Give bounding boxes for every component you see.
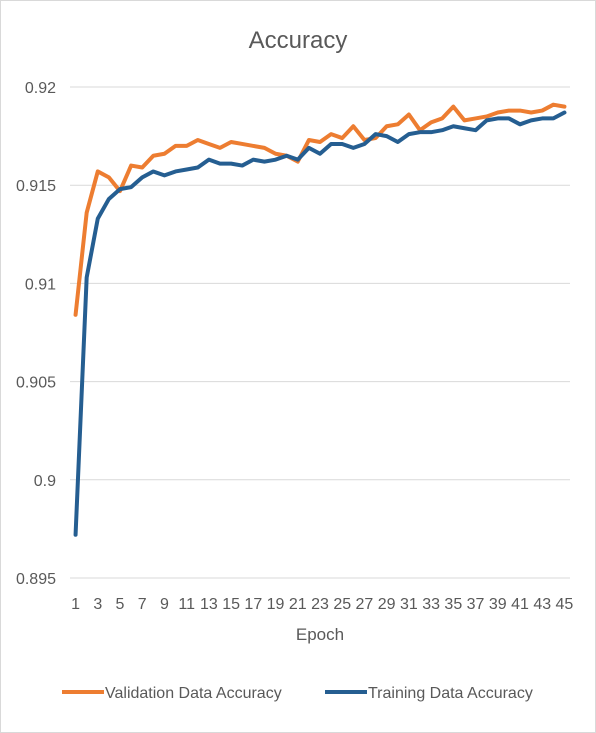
x-tick-label: 1 — [71, 596, 80, 613]
x-tick-label: 7 — [138, 596, 147, 613]
gridlines — [70, 86, 570, 579]
x-tick-label: 3 — [93, 596, 102, 613]
legend-entry: Training Data Accuracy — [325, 685, 533, 702]
chart-title: Accuracy — [249, 27, 348, 54]
x-tick-label: 13 — [200, 596, 218, 613]
x-tick-label: 43 — [533, 596, 551, 613]
y-tick-label: 0.9 — [34, 473, 56, 490]
x-tick-label: 27 — [356, 596, 374, 613]
x-tick-label: 29 — [378, 596, 396, 613]
y-tick-label: 0.91 — [25, 276, 56, 293]
legend-label: Validation Data Accuracy — [105, 685, 282, 702]
x-tick-label: 39 — [489, 596, 507, 613]
x-tick-label: 35 — [444, 596, 462, 613]
y-tick-labels: 0.895 0.9 0.905 0.91 0.915 0.92 — [16, 80, 56, 588]
x-axis-label: Epoch — [296, 625, 344, 644]
x-tick-label: 5 — [116, 596, 125, 613]
x-tick-label: 9 — [160, 596, 169, 613]
legend: Validation Data Accuracy Training Data Ac… — [62, 685, 533, 702]
legend-entry: Validation Data Accuracy — [62, 685, 282, 702]
series-lines — [73, 102, 567, 537]
y-tick-label: 0.895 — [16, 571, 56, 588]
x-tick-label: 23 — [311, 596, 329, 613]
x-tick-label: 37 — [467, 596, 485, 613]
y-tick-label: 0.905 — [16, 375, 56, 392]
series-line-1 — [73, 110, 567, 537]
x-tick-label: 19 — [267, 596, 285, 613]
y-tick-label: 0.915 — [16, 178, 56, 195]
x-tick-label: 45 — [556, 596, 574, 613]
x-tick-labels: 1 3 5 7 9 11 13 15 17 19 21 23 25 27 29 31 33 35 37 39 41 43 4… — [71, 596, 573, 613]
x-tick-label: 31 — [400, 596, 418, 613]
x-tick-label: 33 — [422, 596, 440, 613]
y-tick-label: 0.92 — [25, 80, 56, 97]
x-tick-label: 25 — [333, 596, 351, 613]
x-tick-label: 17 — [244, 596, 262, 613]
x-tick-label: 41 — [511, 596, 529, 613]
legend-label: Training Data Accuracy — [368, 685, 533, 702]
x-tick-label: 21 — [289, 596, 307, 613]
series-line-0 — [73, 102, 567, 317]
x-tick-label: 11 — [178, 596, 195, 613]
x-tick-label: 15 — [222, 596, 240, 613]
